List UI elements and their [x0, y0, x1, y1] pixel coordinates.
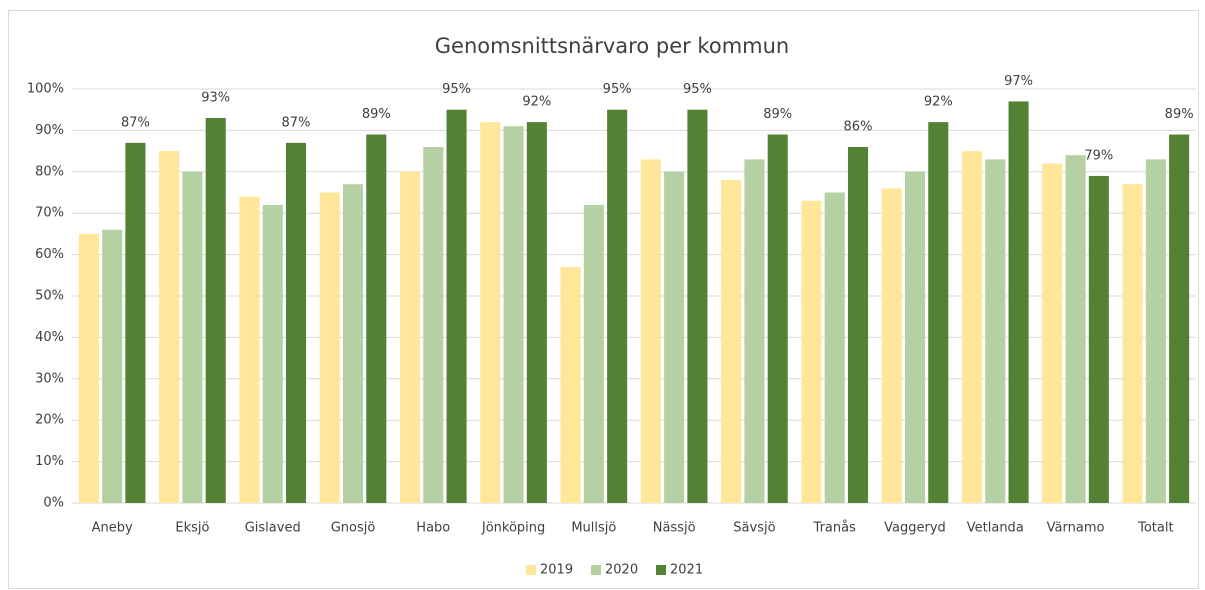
y-tick-label: 80%: [35, 164, 64, 179]
bar: [480, 122, 501, 504]
bar: [423, 146, 444, 503]
bar: [1169, 134, 1190, 504]
x-tick-label: Vetlanda: [967, 521, 1024, 536]
bar: [928, 122, 949, 504]
bar: [881, 188, 902, 504]
y-tick-label: 50%: [35, 289, 64, 304]
bar: [744, 159, 765, 503]
bar: [824, 192, 845, 503]
bar: [1042, 163, 1063, 503]
bar: [205, 117, 226, 503]
bar: [262, 204, 283, 504]
bar: [847, 146, 869, 503]
bar: [503, 126, 524, 503]
bar: [904, 171, 926, 504]
y-tick-label: 70%: [35, 206, 64, 221]
bar: [125, 142, 146, 503]
y-tick-label: 40%: [35, 330, 64, 345]
bar: [1088, 175, 1109, 503]
bar: [1122, 184, 1143, 503]
bar: [767, 134, 788, 504]
data-label: 97%: [1004, 74, 1033, 89]
data-label: 79%: [1084, 148, 1113, 163]
bar: [319, 192, 340, 503]
x-tick-label: Totalt: [1137, 521, 1173, 536]
bar: [687, 109, 708, 503]
x-tick-label: Vaggeryd: [884, 521, 946, 536]
chart-title: Genomsnittsnärvaro per kommun: [435, 34, 789, 58]
bar: [159, 151, 180, 503]
legend-label: 2021: [670, 563, 703, 578]
legend-swatch: [591, 565, 601, 575]
y-tick-label: 60%: [35, 247, 64, 262]
y-tick-label: 10%: [35, 454, 64, 469]
y-tick-label: 0%: [43, 496, 64, 511]
bar: [526, 122, 547, 504]
bar: [985, 159, 1006, 503]
y-tick-label: 100%: [27, 82, 64, 97]
data-label: 92%: [924, 95, 953, 110]
x-tick-label: Nässjö: [653, 521, 696, 536]
bar: [721, 180, 742, 503]
x-tick-label: Jönköping: [481, 521, 545, 536]
data-label: 86%: [844, 119, 873, 134]
data-label: 95%: [683, 82, 712, 97]
bar: [560, 267, 581, 503]
y-tick-label: 30%: [35, 371, 64, 386]
x-tick-label: Gnosjö: [331, 521, 376, 536]
x-tick-label: Gislaved: [245, 521, 301, 536]
bar: [640, 159, 661, 503]
x-tick-label: Habo: [416, 521, 450, 536]
x-tick-label: Mullsjö: [571, 521, 616, 536]
bar: [285, 142, 307, 503]
data-label: 89%: [763, 107, 792, 122]
y-tick-label: 90%: [35, 123, 64, 138]
bar: [1145, 159, 1166, 503]
bar: [446, 109, 467, 503]
data-label: 87%: [282, 115, 311, 130]
bar: [342, 184, 364, 503]
bar: [182, 171, 203, 504]
data-label: 87%: [121, 115, 150, 130]
x-tick-label: Värnamo: [1047, 521, 1105, 536]
legend-label: 2020: [605, 563, 638, 578]
bar: [366, 134, 387, 504]
bar: [664, 171, 685, 504]
bar: [801, 200, 822, 503]
data-label: 89%: [362, 107, 391, 122]
x-tick-label: Tranås: [813, 521, 857, 536]
bar: [78, 233, 99, 503]
legend-swatch: [656, 565, 666, 575]
legend-swatch: [526, 565, 536, 575]
bar: [1065, 155, 1086, 504]
data-label: 89%: [1165, 107, 1194, 122]
y-tick-label: 20%: [35, 413, 64, 428]
x-tick-label: Aneby: [92, 521, 133, 536]
data-label: 95%: [442, 82, 471, 97]
legend-label: 2019: [540, 563, 573, 578]
bar: [583, 204, 604, 504]
x-tick-label: Eksjö: [175, 521, 209, 536]
bar: [607, 109, 628, 503]
bar: [1008, 101, 1029, 504]
data-label: 92%: [522, 95, 551, 110]
bar: [102, 229, 123, 503]
bar: [961, 151, 983, 503]
bar: [239, 196, 260, 503]
data-label: 93%: [201, 90, 230, 105]
bar: [399, 171, 421, 504]
data-label: 95%: [603, 82, 632, 97]
x-tick-label: Sävsjö: [733, 521, 775, 536]
